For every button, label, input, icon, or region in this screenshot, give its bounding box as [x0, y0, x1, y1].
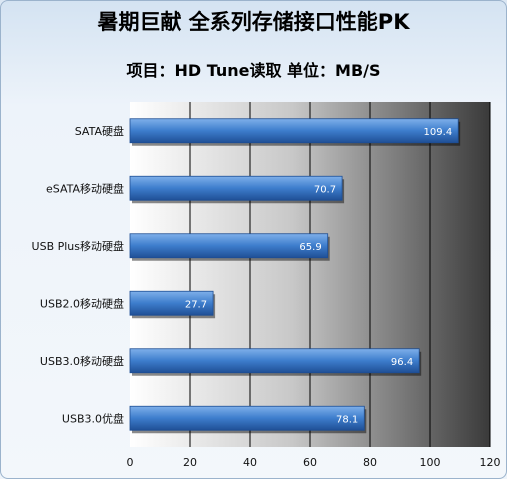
x-tick-label: 80: [363, 456, 377, 469]
bar-value-label: 109.4: [424, 127, 453, 138]
category-label: USB2.0移动硬盘: [40, 296, 124, 310]
x-tick-label: 60: [303, 456, 317, 469]
x-tick-label: 40: [243, 456, 257, 469]
bar-value-label: 70.7: [314, 184, 336, 195]
x-tick-label: 0: [127, 456, 134, 469]
bar-value-label: 65.9: [299, 242, 321, 253]
category-label: SATA硬盘: [75, 124, 124, 138]
bar: [129, 175, 343, 201]
category-label: USB3.0优盘: [62, 411, 124, 425]
bar: [129, 118, 459, 144]
x-tick-label: 20: [183, 456, 197, 469]
bar-value-label: 78.1: [336, 414, 358, 425]
bar: [129, 233, 329, 259]
x-tick-label: 100: [420, 456, 441, 469]
category-label: eSATA移动硬盘: [46, 181, 124, 195]
bar: [129, 348, 420, 374]
bar-value-label: 27.7: [185, 299, 207, 310]
chart-subtitle: 项目：HD Tune读取 单位：MB/S: [126, 61, 381, 80]
chart-title: 暑期巨献 全系列存储接口性能PK: [97, 10, 410, 34]
bar-value-label: 96.4: [391, 357, 413, 368]
x-tick-label: 120: [480, 456, 501, 469]
bar: [129, 290, 214, 316]
category-label: USB Plus移动硬盘: [32, 239, 124, 253]
bar: [129, 405, 365, 431]
category-label: USB3.0移动硬盘: [40, 354, 124, 368]
